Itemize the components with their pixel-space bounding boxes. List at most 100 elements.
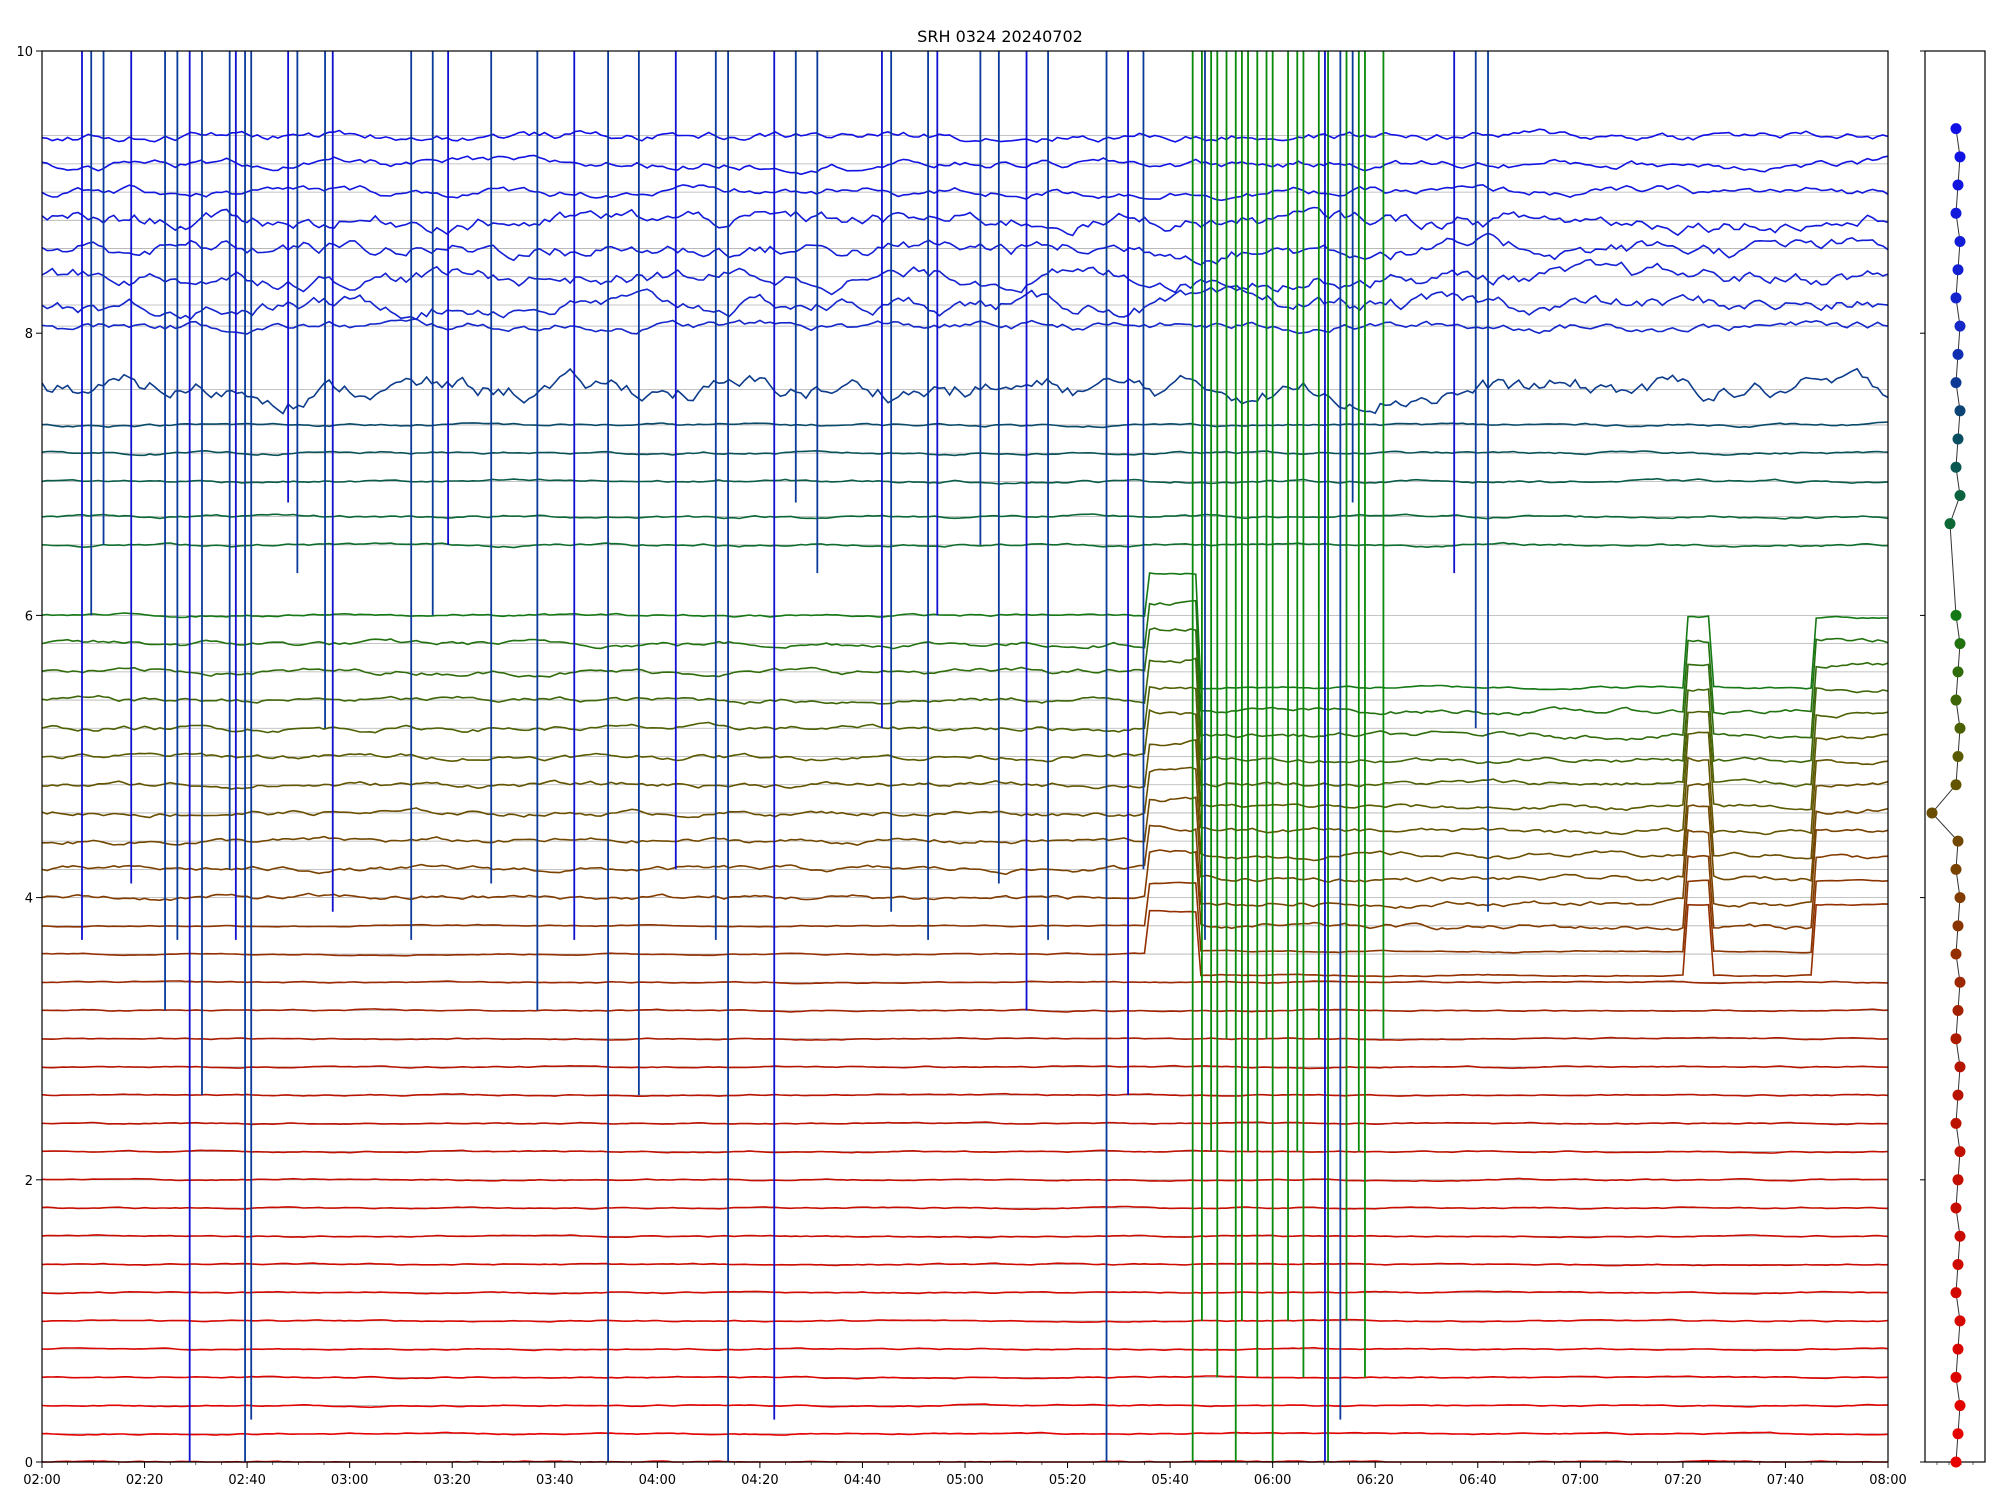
channel-series-line [41, 1177, 1889, 1183]
side-point [1950, 609, 1962, 621]
side-point [1954, 1061, 1966, 1073]
channel-series-line [41, 1346, 1889, 1352]
side-point [1954, 892, 1966, 904]
side-point [1954, 1230, 1966, 1242]
channel-series-line [42, 796, 1889, 883]
channel-series-line [41, 1234, 1889, 1239]
x-tick-label: 07:20 [1664, 1473, 1701, 1488]
x-tick-label: 04:20 [741, 1473, 778, 1488]
x-tick-label: 06:20 [1356, 1473, 1393, 1488]
channel-series-line [41, 599, 1889, 716]
channel-series-line [41, 766, 1889, 862]
channel-series-line [41, 206, 1889, 237]
channel-series-line [41, 1121, 1888, 1126]
side-point [1950, 1287, 1962, 1299]
channel-series-line [41, 367, 1889, 415]
channel-series-line [41, 627, 1889, 741]
channel-series-line [41, 980, 1889, 985]
side-point [1950, 1202, 1962, 1214]
side-panel [1920, 50, 1986, 1468]
x-tick-label: 05:00 [946, 1473, 983, 1488]
channel-series-line [41, 317, 1889, 335]
side-panel-points [1926, 123, 1966, 1468]
channel-series-line [41, 903, 1889, 978]
channel-series-line [41, 1205, 1889, 1211]
channel-series-line [41, 128, 1889, 143]
side-point [1952, 1343, 1964, 1355]
x-tick-label: 03:00 [331, 1473, 368, 1488]
side-point [1950, 948, 1962, 960]
side-point [1950, 207, 1962, 219]
side-point [1952, 920, 1964, 932]
channel-series-line [41, 449, 1889, 457]
side-point [1952, 348, 1964, 360]
channel-series-line [41, 1403, 1889, 1409]
side-point [1950, 1371, 1962, 1383]
channel-series-line [41, 513, 1889, 520]
channel-series-line [41, 183, 1889, 202]
y-tick-label: 10 [16, 45, 33, 60]
side-point [1926, 807, 1938, 819]
side-point [1954, 722, 1966, 734]
series-lines [41, 128, 1889, 1463]
side-point [1954, 638, 1966, 650]
side-point [1952, 1258, 1964, 1270]
chart-title: SRH 0324 20240702 [917, 27, 1083, 46]
channel-series-line [42, 739, 1889, 836]
x-tick-label: 02:00 [23, 1473, 60, 1488]
y-tick-label: 8 [25, 327, 33, 342]
x-tick-label: 06:40 [1459, 1473, 1496, 1488]
y-tick-label: 4 [25, 892, 33, 907]
x-tick-label: 02:40 [228, 1473, 265, 1488]
channel-series-line [42, 1008, 1889, 1013]
side-point [1954, 405, 1966, 417]
side-point [1950, 779, 1962, 791]
side-point [1954, 1146, 1966, 1158]
x-tick-label: 02:20 [126, 1473, 163, 1488]
x-tick-label: 05:40 [1151, 1473, 1188, 1488]
channel-series-line [41, 284, 1889, 321]
channel-series-line [41, 1290, 1888, 1295]
y-axis: 0 2 4 6 8 10 [16, 45, 42, 1471]
channel-series-line [41, 258, 1889, 296]
side-point [1952, 1004, 1964, 1016]
x-axis: 02:00 02:20 02:40 03:00 03:20 03:40 04:00 04:20… [23, 1462, 1907, 1488]
y-tick-label: 6 [25, 609, 33, 624]
side-point [1950, 292, 1962, 304]
side-point [1954, 976, 1966, 988]
side-point [1950, 123, 1962, 135]
x-tick-label: 05:20 [1049, 1473, 1086, 1488]
side-point [1952, 1428, 1964, 1440]
side-point [1950, 863, 1962, 875]
channel-series-line [41, 657, 1889, 765]
channel-series-line [41, 1318, 1889, 1324]
side-panel-line [1931, 128, 1961, 1463]
side-point [1950, 1033, 1962, 1045]
side-point [1950, 694, 1962, 706]
channel-series-line [41, 709, 1889, 812]
side-point [1954, 320, 1966, 332]
channel-series-line [41, 572, 1889, 691]
channel-series-line [41, 541, 1889, 549]
x-tick-label: 08:00 [1869, 1473, 1906, 1488]
channel-series-line [41, 477, 1889, 485]
channel-series-line [41, 1431, 1889, 1436]
channel-series-line [41, 154, 1889, 176]
x-tick-label: 04:00 [639, 1473, 676, 1488]
y-tick-label: 2 [25, 1174, 33, 1189]
channel-series-line [41, 1036, 1889, 1041]
side-point [1950, 1456, 1962, 1468]
side-point [1952, 433, 1964, 445]
x-tick-label: 07:40 [1767, 1473, 1804, 1488]
x-tick-label: 03:20 [433, 1473, 470, 1488]
channel-series-line [41, 421, 1889, 429]
side-point [1952, 1089, 1964, 1101]
side-point [1952, 835, 1964, 847]
channel-series-line [41, 1375, 1889, 1380]
side-point [1954, 1315, 1966, 1327]
channel-series-line [41, 232, 1889, 266]
side-point [1954, 235, 1966, 247]
side-point [1954, 1400, 1966, 1412]
side-point [1952, 179, 1964, 191]
